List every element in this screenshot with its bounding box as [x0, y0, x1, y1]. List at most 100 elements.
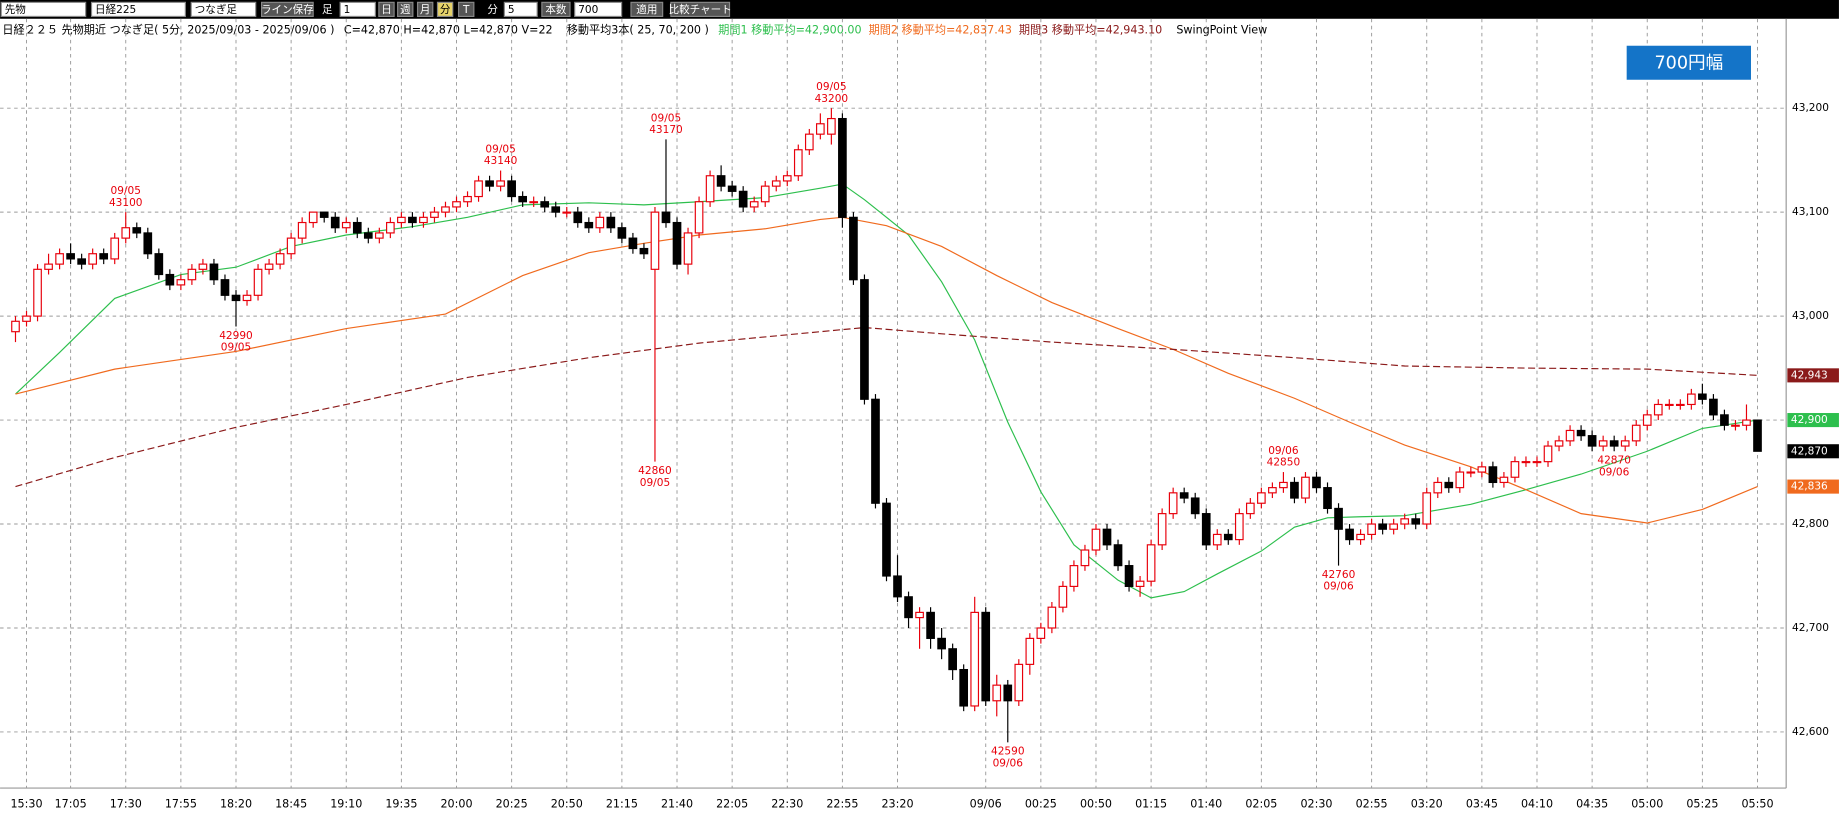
candle-body	[1742, 419, 1751, 426]
candle-body	[1499, 476, 1509, 484]
candle-body	[529, 201, 539, 204]
x-tick-label: 02:55	[1356, 798, 1388, 811]
candle-body	[849, 216, 858, 281]
toolbar-control[interactable]	[630, 1, 664, 18]
toolbar-control[interactable]	[458, 1, 475, 18]
swing-price: 42590	[991, 746, 1025, 758]
candle-body	[540, 201, 550, 208]
x-tick-label: 21:40	[661, 798, 693, 811]
toolbar-control[interactable]	[503, 1, 538, 18]
toolbar-label[interactable]: 適用	[636, 3, 657, 16]
candle-body	[1598, 440, 1608, 447]
toolbar-control[interactable]	[339, 1, 376, 18]
candle-body	[1014, 663, 1024, 702]
candle-body	[220, 279, 230, 296]
price-tag-label: 42,870	[1791, 445, 1828, 457]
toolbar-control[interactable]	[378, 1, 395, 18]
toolbar-label[interactable]: 5	[508, 4, 515, 16]
candle-body	[793, 149, 803, 177]
candle-body	[882, 502, 891, 577]
toolbar-label[interactable]: 700	[578, 4, 598, 16]
candle-body	[573, 211, 583, 224]
candle-body	[584, 221, 594, 229]
swing-date: 09/06	[1268, 445, 1299, 457]
x-tick-label: 05:00	[1631, 798, 1663, 811]
toolbar-label[interactable]: ライン保存	[261, 3, 314, 16]
toolbar-control[interactable]	[541, 1, 571, 18]
price-tag	[1787, 444, 1839, 459]
toolbar-control[interactable]	[190, 1, 257, 18]
toolbar-control[interactable]	[90, 1, 186, 18]
candle-body	[1753, 419, 1762, 452]
swing-date: 09/06	[993, 757, 1024, 769]
toolbar-label[interactable]: 週	[400, 4, 411, 16]
candle-body	[1212, 533, 1222, 546]
price-tag-label: 42,943	[1791, 369, 1828, 381]
candle-body	[1036, 627, 1046, 639]
toolbar-label[interactable]: 日	[381, 4, 392, 16]
candle-body	[1113, 544, 1123, 567]
toolbar-label[interactable]: 分	[440, 4, 451, 16]
candle-body	[165, 273, 175, 286]
toolbar-label[interactable]: 先物	[5, 3, 27, 16]
y-tick-label: 42,600	[1792, 726, 1829, 738]
toolbar-control[interactable]	[416, 1, 434, 18]
x-tick-label: 00:25	[1025, 798, 1057, 811]
x-tick-label: 17:30	[110, 798, 142, 811]
candle-body	[187, 268, 197, 281]
toolbar-label[interactable]: つなぎ足	[195, 3, 238, 16]
toolbar-label[interactable]: 足	[322, 4, 333, 16]
candle-body	[606, 216, 616, 229]
toolbar-control[interactable]	[260, 1, 314, 18]
candle-body	[1356, 533, 1365, 541]
candle-body	[661, 211, 671, 224]
candle-body	[264, 263, 274, 270]
x-tick-label: 02:30	[1300, 798, 1332, 811]
candle-body	[1091, 528, 1101, 551]
x-tick-label: 22:05	[716, 798, 748, 811]
candle-body	[154, 253, 164, 276]
candle-body	[441, 206, 450, 213]
candle-body	[871, 398, 880, 504]
y-tick-label: 42,700	[1792, 622, 1829, 634]
candle-body	[110, 237, 120, 260]
ma2-value: 期間2 移動平均=42,837.43	[869, 22, 1012, 36]
candle-body	[1135, 580, 1145, 587]
toolbar-control[interactable]	[0, 1, 87, 18]
candle-body	[1653, 403, 1663, 416]
x-tick-label: 20:50	[551, 798, 583, 811]
candle-body	[1466, 471, 1476, 474]
toolbar-label[interactable]: T	[462, 4, 470, 16]
toolbar-control[interactable]	[670, 1, 731, 18]
candle-body	[948, 648, 957, 671]
candle-body	[1477, 466, 1487, 473]
toolbar-label[interactable]: 分	[487, 4, 498, 16]
toolbar-label[interactable]: 月	[420, 4, 431, 16]
x-tick-label: 04:10	[1521, 798, 1553, 811]
toolbar-label[interactable]: 1	[344, 4, 351, 16]
toolbar-control[interactable]	[397, 1, 414, 18]
x-tick-label: 04:35	[1576, 798, 1608, 811]
badge-label[interactable]: 700円幅	[1654, 53, 1723, 73]
badge[interactable]	[1626, 45, 1751, 80]
toolbar-label[interactable]: 比較チャート	[669, 3, 732, 16]
y-tick-label: 43,200	[1792, 102, 1829, 114]
y-tick-label: 43,100	[1792, 206, 1829, 218]
candle-body	[1080, 549, 1090, 567]
toolbar-label[interactable]: 日経225	[95, 3, 136, 16]
toolbar-control[interactable]	[574, 1, 623, 18]
swing-price: 42850	[1267, 457, 1301, 469]
candle-body	[628, 237, 638, 250]
candle-body	[672, 221, 682, 265]
candle-body	[705, 175, 715, 203]
candle-body	[33, 268, 42, 317]
toolbar-control[interactable]	[436, 1, 454, 18]
candle-body	[1422, 492, 1432, 525]
candle-body	[253, 268, 263, 296]
swing-date: 09/06	[1323, 581, 1354, 593]
candle-body	[1245, 502, 1255, 515]
candle-body	[804, 133, 814, 151]
toolbar-label[interactable]: 本数	[545, 3, 567, 16]
